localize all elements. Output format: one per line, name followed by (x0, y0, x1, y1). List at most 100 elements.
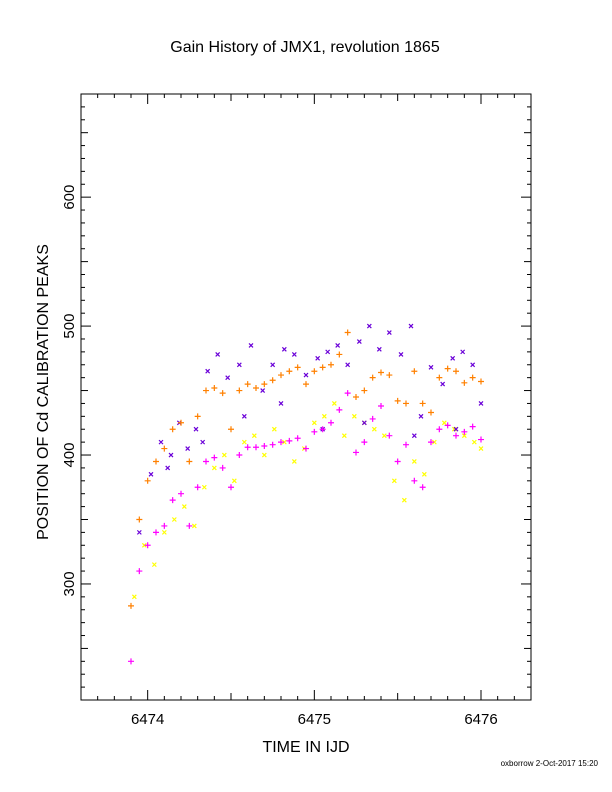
data-point (431, 439, 437, 445)
y-tick-label: 600 (61, 185, 78, 210)
data-point (444, 365, 451, 372)
data-point (261, 442, 268, 449)
data-point (228, 426, 234, 433)
data-point (470, 362, 476, 368)
x-tick-label: 6474 (131, 711, 164, 728)
data-point (440, 381, 446, 387)
data-point (151, 562, 157, 568)
data-point (136, 516, 143, 523)
data-point (131, 594, 137, 600)
data-point (361, 439, 368, 446)
data-point (460, 349, 466, 355)
data-point (444, 422, 451, 429)
data-point (261, 452, 267, 458)
y-tick-label: 500 (61, 314, 78, 339)
data-point (428, 364, 434, 370)
data-point (461, 379, 468, 386)
data-point (165, 465, 171, 471)
data-point (319, 426, 326, 433)
data-point (161, 529, 167, 535)
data-point (168, 452, 174, 458)
data-point (269, 441, 276, 448)
data-point (221, 452, 227, 458)
data-point (419, 484, 426, 491)
data-point (471, 439, 477, 445)
data-point (328, 361, 334, 368)
data-point (461, 433, 467, 439)
data-point (328, 419, 334, 426)
data-point (270, 362, 276, 368)
data-point (153, 458, 159, 465)
y-axis-label: POSITION OF Cd CALIBRATION PEAKS (35, 244, 52, 540)
data-point (351, 413, 357, 419)
data-point (136, 568, 143, 575)
data-point (191, 523, 197, 529)
data-point (366, 323, 372, 329)
data-point (185, 446, 191, 451)
data-point (411, 477, 418, 484)
data-point (178, 490, 184, 497)
data-point (241, 413, 247, 419)
data-point (461, 428, 468, 435)
data-point (291, 352, 297, 357)
data-point (225, 375, 231, 381)
data-point (303, 445, 309, 452)
data-point (251, 433, 257, 439)
data-point (181, 504, 187, 510)
data-point (211, 465, 217, 471)
data-point (261, 381, 268, 388)
data-point (201, 484, 207, 490)
data-point (419, 400, 426, 407)
data-point (294, 435, 301, 442)
data-point (450, 355, 456, 361)
data-point (311, 428, 318, 435)
data-point (344, 329, 351, 336)
x-tick-label: 6476 (464, 711, 497, 728)
data-point (158, 439, 164, 445)
data-point (381, 433, 387, 439)
data-point (211, 454, 218, 461)
data-point (335, 343, 341, 348)
data-point (453, 432, 459, 439)
data-point (319, 364, 326, 371)
data-point (128, 658, 134, 665)
data-point (311, 368, 318, 375)
data-point (325, 349, 331, 355)
data-point (341, 433, 347, 439)
data-point (236, 362, 242, 368)
data-point (178, 419, 184, 426)
data-point (161, 445, 168, 452)
data-point (469, 374, 476, 381)
data-point (278, 439, 284, 446)
data-point (331, 401, 337, 406)
data-point (281, 346, 287, 352)
data-point (361, 387, 368, 394)
data-point (286, 368, 293, 375)
data-point (378, 403, 384, 410)
data-point (371, 426, 377, 432)
data-point (281, 439, 287, 445)
data-point (231, 478, 237, 484)
data-point (353, 449, 359, 456)
data-point (469, 423, 476, 430)
data-point (361, 420, 367, 426)
data-point (336, 351, 343, 358)
data-point (408, 323, 414, 329)
x-axis-label: TIME IN IJD (262, 739, 349, 756)
data-point (478, 378, 484, 385)
data-point (241, 439, 247, 445)
data-point (194, 484, 201, 491)
data-point (478, 446, 484, 451)
data-point (186, 522, 193, 529)
data-point (418, 413, 424, 419)
series-3 (131, 401, 484, 600)
data-point (291, 459, 297, 464)
data-point (286, 437, 293, 444)
data-point (144, 542, 151, 549)
data-point (161, 522, 168, 529)
data-point (228, 484, 234, 491)
data-point (369, 415, 376, 422)
data-point (211, 384, 218, 391)
data-point (153, 529, 159, 536)
